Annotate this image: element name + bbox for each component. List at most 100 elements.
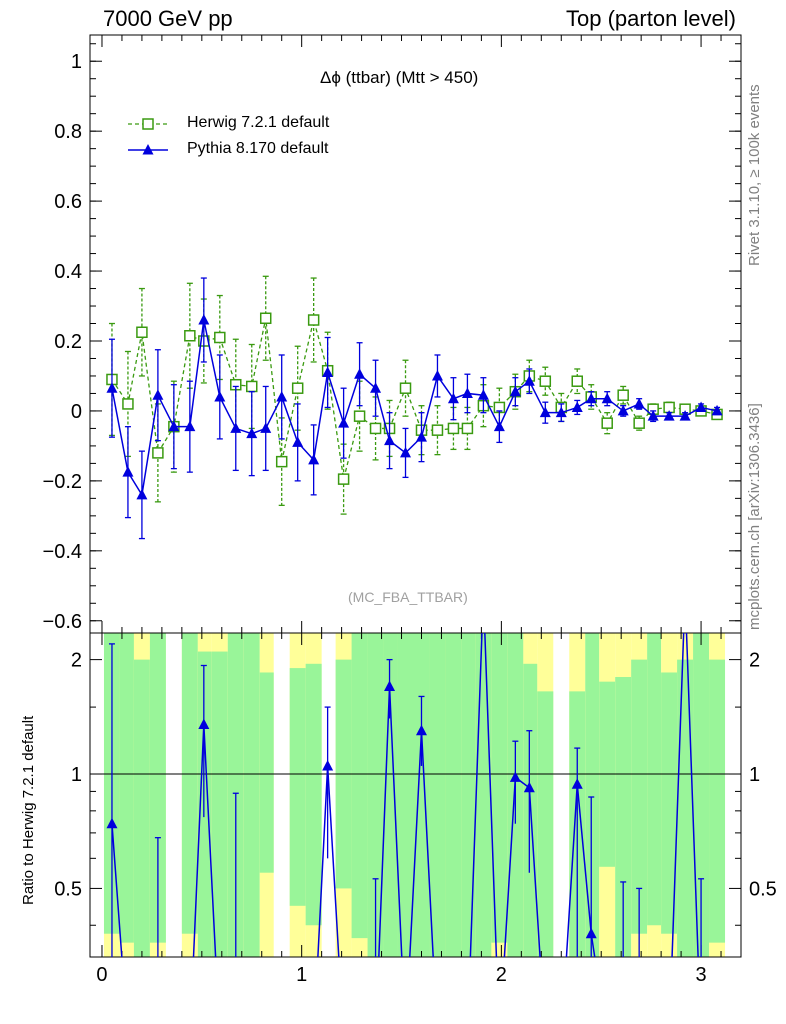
pythia-point — [539, 406, 551, 418]
mcplots-label: mcplots.cern.ch [arXiv:1306.3436] — [746, 403, 763, 630]
band-green — [647, 633, 662, 926]
herwig-point — [275, 455, 288, 468]
pythia-point — [663, 410, 675, 421]
pythia-point — [585, 392, 597, 404]
band-green — [243, 633, 260, 957]
herwig-point — [539, 375, 552, 387]
pythia-point — [136, 488, 148, 500]
pythia-point — [447, 392, 459, 404]
legend-pythia-marker — [142, 144, 154, 155]
pythia-point — [571, 401, 583, 412]
herwig-line — [111, 318, 718, 480]
herwig-point — [633, 417, 645, 429]
analysis-watermark: (MC_FBA_TTBAR) — [348, 589, 468, 605]
y-tick-label: −0.6 — [43, 611, 82, 633]
band-green — [133, 659, 150, 957]
plot-title: Δϕ (ttbar) (Mtt > 450) — [320, 68, 479, 87]
ratio-pythia-point — [322, 759, 334, 771]
header-left: 7000 GeV pp — [103, 6, 233, 31]
ratio-y-tick-label: 1 — [71, 764, 82, 786]
pythia-point — [711, 404, 723, 416]
band-green — [149, 633, 166, 943]
band-green — [615, 677, 632, 957]
ratio-y-tick-label-right: 1 — [749, 764, 760, 786]
ratio-pythia-point — [523, 781, 535, 793]
pythia-point — [152, 389, 164, 400]
pythia-point — [695, 401, 707, 412]
herwig-point — [601, 417, 613, 429]
pythia-point — [493, 420, 505, 432]
legend-pythia-label: Pythia 8.170 default — [187, 140, 329, 157]
y-tick-label: −0.2 — [43, 471, 82, 493]
herwig-point — [369, 422, 382, 435]
y-tick-label: −0.4 — [43, 541, 82, 563]
band-green — [585, 633, 600, 957]
herwig-point — [259, 312, 272, 325]
pythia-point — [461, 387, 473, 398]
pythia-point — [322, 366, 334, 377]
band-green — [413, 633, 430, 957]
rivet-label: Rivet 3.1.10, ≥ 100k events — [746, 84, 763, 266]
band-green — [461, 633, 476, 957]
herwig-point — [307, 314, 320, 326]
herwig-point — [461, 422, 474, 435]
ratio-pythia-point — [585, 927, 597, 939]
pythia-point — [431, 369, 443, 381]
herwig-point — [447, 422, 460, 435]
pythia-point — [230, 422, 242, 433]
ratio-y-tick-label: 2 — [71, 650, 82, 672]
herwig-point — [246, 380, 258, 393]
herwig-point — [136, 326, 148, 339]
y-tick-label: 0.2 — [54, 331, 82, 353]
herwig-point — [399, 382, 412, 394]
pythia-point — [292, 436, 304, 447]
legend-herwig-label: Herwig 7.2.1 default — [187, 114, 330, 131]
herwig-point — [122, 398, 134, 410]
ratio-pythia-point — [571, 778, 583, 789]
ratio-pythia-point — [509, 771, 521, 782]
pythia-point — [477, 389, 489, 400]
ratio-y-tick-label: 0.5 — [54, 878, 82, 900]
pythia-point — [370, 382, 382, 393]
legend-herwig-marker — [142, 118, 154, 130]
band-green — [677, 659, 694, 957]
band-green — [537, 691, 554, 957]
pythia-point — [246, 427, 258, 439]
band-green — [289, 668, 306, 906]
ratio-axis-label: Ratio to Herwig 7.2.1 default — [20, 715, 37, 905]
herwig-point — [353, 410, 366, 422]
pythia-point — [384, 434, 396, 446]
ratio-bands — [103, 633, 726, 957]
pythia-point — [308, 453, 320, 465]
herwig-point — [431, 424, 444, 436]
pythia-point — [276, 390, 288, 402]
herwig-point — [617, 389, 629, 401]
pythia-point — [106, 382, 118, 393]
pythia-point — [400, 446, 412, 458]
x-tick-label: 1 — [296, 964, 307, 986]
ratio-pythia-point — [384, 680, 396, 691]
y-tick-label: 0.8 — [54, 121, 82, 143]
pythia-point — [198, 314, 210, 325]
band-green — [119, 633, 134, 943]
herwig-point — [214, 331, 226, 344]
pythia-line — [111, 319, 718, 497]
band-green — [259, 672, 274, 873]
band-green — [661, 672, 678, 934]
pythia-point — [633, 397, 645, 409]
pythia-point — [679, 410, 691, 421]
y-tick-label: 0.4 — [54, 261, 82, 283]
pythia-point — [168, 420, 180, 432]
pythia-point — [415, 431, 427, 442]
band-green — [429, 633, 446, 957]
band-green — [305, 663, 322, 926]
pythia-point — [601, 392, 613, 404]
pythia-point — [509, 385, 521, 397]
pythia-point — [184, 420, 196, 432]
x-tick-label: 2 — [496, 964, 507, 986]
band-green — [491, 633, 508, 943]
x-tick-label: 0 — [96, 964, 107, 986]
band-green — [211, 651, 228, 957]
pythia-point — [354, 368, 366, 379]
